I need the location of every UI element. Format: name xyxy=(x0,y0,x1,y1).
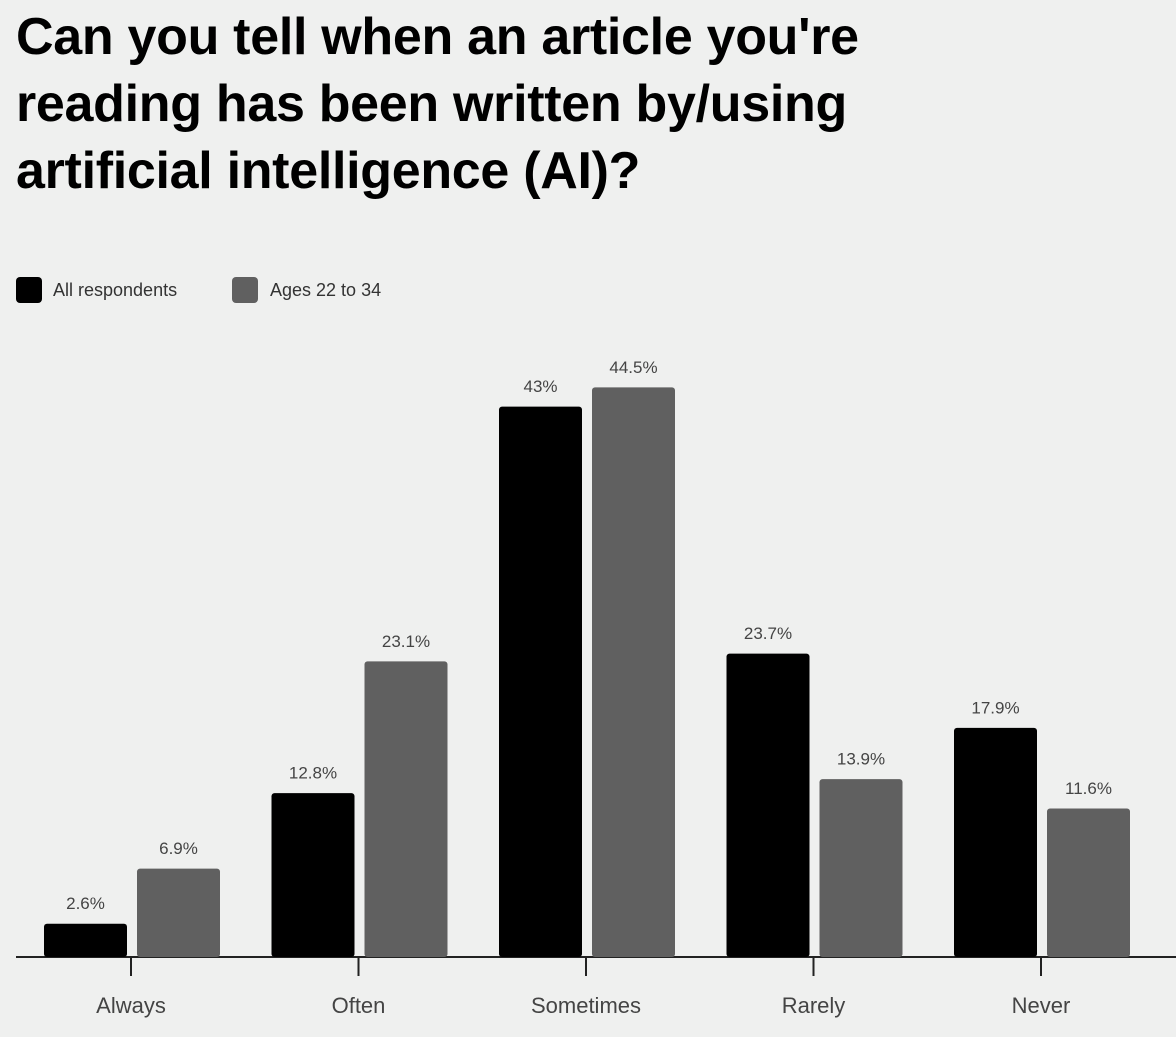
value-label: 13.9% xyxy=(837,750,885,769)
bar xyxy=(1047,808,1130,957)
value-label: 12.8% xyxy=(289,764,337,783)
bar xyxy=(364,661,448,957)
legend-label: Ages 22 to 34 xyxy=(270,280,381,300)
value-label: 11.6% xyxy=(1065,779,1112,798)
x-tick-label: Never xyxy=(1012,993,1071,1018)
bar xyxy=(44,923,127,957)
bar xyxy=(819,779,903,957)
legend-label: All respondents xyxy=(53,280,177,300)
x-tick-label: Rarely xyxy=(782,993,846,1018)
bar xyxy=(726,653,810,957)
value-label: 17.9% xyxy=(971,698,1019,717)
x-tick-label: Sometimes xyxy=(531,993,641,1018)
legend-swatch xyxy=(232,277,258,303)
value-label: 23.7% xyxy=(744,624,792,643)
x-tick-label: Often xyxy=(332,993,386,1018)
bar xyxy=(954,727,1037,957)
value-label: 43% xyxy=(523,377,557,396)
value-label: 6.9% xyxy=(159,839,198,858)
value-label: 2.6% xyxy=(66,894,105,913)
bar xyxy=(271,793,355,957)
bar xyxy=(592,387,675,957)
bar xyxy=(499,406,582,958)
chart-title: Can you tell when an article you're read… xyxy=(16,8,859,200)
value-label: 23.1% xyxy=(382,632,430,651)
x-tick-label: Always xyxy=(96,993,166,1018)
bar xyxy=(137,868,220,957)
value-label: 44.5% xyxy=(609,358,657,377)
legend-swatch xyxy=(16,277,42,303)
